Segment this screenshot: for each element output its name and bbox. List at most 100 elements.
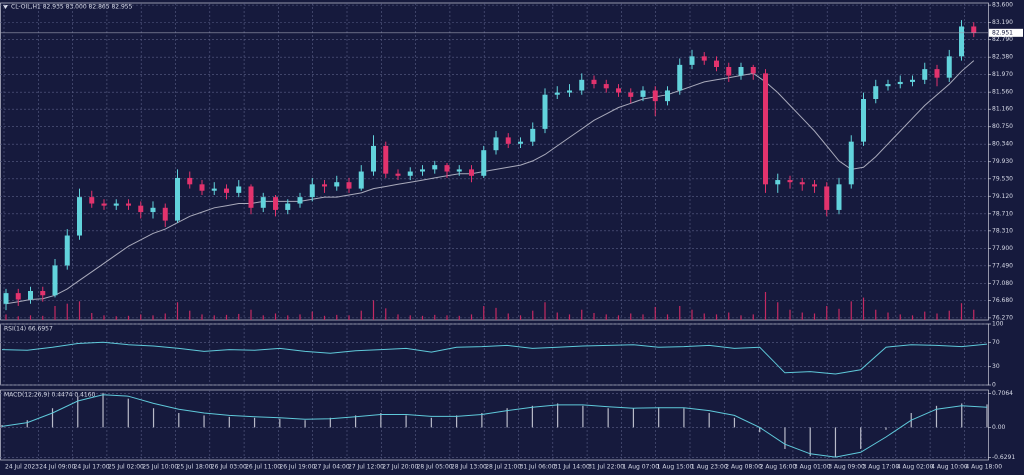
candle-body <box>236 186 242 193</box>
macd-bar <box>733 417 736 428</box>
volume-bar <box>752 314 754 320</box>
x-tick-label: 26 Jul 19:00 <box>279 464 315 471</box>
candle-body <box>383 145 389 174</box>
volume-bar <box>225 314 228 320</box>
x-tick-label: 4 Aug 02:00 <box>897 464 934 471</box>
volume-bar <box>78 301 81 320</box>
candle-body <box>199 184 205 191</box>
candle-body <box>665 90 670 102</box>
volume-bar <box>152 315 154 320</box>
macd-bar <box>77 396 79 428</box>
volume-bar <box>201 314 203 320</box>
macd-bar <box>708 413 710 428</box>
volume-bar <box>642 314 644 320</box>
y-tick-label: -0.6291 <box>992 454 1015 461</box>
candle-body <box>701 56 707 61</box>
volume-bar <box>176 302 179 320</box>
volume-bar <box>728 312 730 320</box>
y-tick-label: 100 <box>992 321 1004 328</box>
candle-body <box>52 265 58 296</box>
candle-body <box>579 79 585 91</box>
candle-body <box>763 73 768 185</box>
volume-bar <box>715 314 718 320</box>
volume-bar <box>519 315 522 320</box>
x-tick-label: 26 Jul 11:00 <box>245 464 281 471</box>
candle-body <box>959 26 964 57</box>
volume-bar <box>605 314 607 320</box>
macd-title: MACD(12,26,9) 0.4474 0.4160 <box>4 392 96 399</box>
x-tick-label: 28 Jul 05:00 <box>417 464 453 471</box>
volume-bar <box>556 312 558 320</box>
candle-body <box>40 290 46 296</box>
volume-bar <box>274 313 277 320</box>
volume-bar <box>287 315 289 320</box>
candle-body <box>358 171 364 189</box>
candle-body <box>126 203 131 206</box>
candle-body <box>309 184 315 198</box>
x-tick-label: 31 Jul 22:00 <box>588 464 624 471</box>
y-tick-label: 78.710 <box>992 210 1013 217</box>
volume-bar <box>568 314 571 320</box>
menu-icon[interactable] <box>3 5 8 9</box>
x-tick-label: 2 Aug 08:00 <box>725 464 762 471</box>
volume-bar <box>458 315 460 320</box>
x-tick-label: 26 Jul 03:00 <box>211 464 247 471</box>
rsi-line <box>1 341 988 375</box>
candle-body <box>493 137 499 151</box>
volume-bar <box>397 314 399 320</box>
chart-title: CL-OIL,H1 82.935 83.000 82.865 82.955 <box>11 4 133 11</box>
candle-body <box>530 128 536 142</box>
candle-body <box>518 141 523 144</box>
volume-bar <box>360 310 362 320</box>
x-tick-label: 28 Jul 13:00 <box>451 464 487 471</box>
volume-bar <box>899 314 901 320</box>
macd-bar <box>178 413 180 428</box>
volume-bar <box>679 306 681 320</box>
volume-bar <box>936 313 938 320</box>
volume-bar <box>213 315 215 320</box>
volume-bar <box>189 310 191 320</box>
candle-body <box>885 84 891 87</box>
macd-bar <box>51 408 54 428</box>
candle-body <box>542 94 548 129</box>
candle-body <box>224 188 229 193</box>
macd-bar <box>557 403 559 428</box>
volume-bar <box>238 313 240 320</box>
candle-body <box>787 180 793 183</box>
candle-body <box>89 197 95 204</box>
y-tick-label: 78.310 <box>992 227 1013 234</box>
y-tick-label: 83.190 <box>992 19 1013 26</box>
price-label: 82.951 <box>992 29 1013 36</box>
macd-bar <box>759 427 761 433</box>
candle-body <box>971 26 977 33</box>
candle-body <box>726 66 732 76</box>
y-tick-label: 83.600 <box>992 2 1013 9</box>
x-tick-label: 27 Jul 12:00 <box>348 464 384 471</box>
x-tick-label: 3 Aug 09:00 <box>828 464 865 471</box>
macd-bar <box>203 415 205 428</box>
y-tick-label: 76.680 <box>992 297 1013 304</box>
signal-line <box>1 394 988 458</box>
macd-bar <box>380 413 382 428</box>
y-tick-label: 0.00 <box>992 424 1006 431</box>
macd-bar <box>531 405 533 428</box>
candle-body <box>603 84 609 89</box>
volume-bar <box>250 309 252 320</box>
candle-body <box>922 69 928 80</box>
candle-body <box>211 188 217 191</box>
x-tick-label: 27 Jul 20:00 <box>382 464 418 471</box>
y-tick-label: 81.160 <box>992 106 1013 113</box>
y-tick-label: 0.7064 <box>992 390 1013 397</box>
panel-frame <box>0 389 989 461</box>
candle-body <box>407 171 413 176</box>
volume-bar <box>764 292 767 320</box>
volume-bar <box>666 314 669 320</box>
y-tick-label: 82.380 <box>992 54 1013 61</box>
rsi-title: RSI(14) 66.6957 <box>4 326 53 333</box>
candle-body <box>101 203 107 206</box>
candle-body <box>346 182 352 189</box>
volume-bar <box>299 314 301 320</box>
candle-body <box>652 90 658 102</box>
candle-body <box>897 81 903 85</box>
